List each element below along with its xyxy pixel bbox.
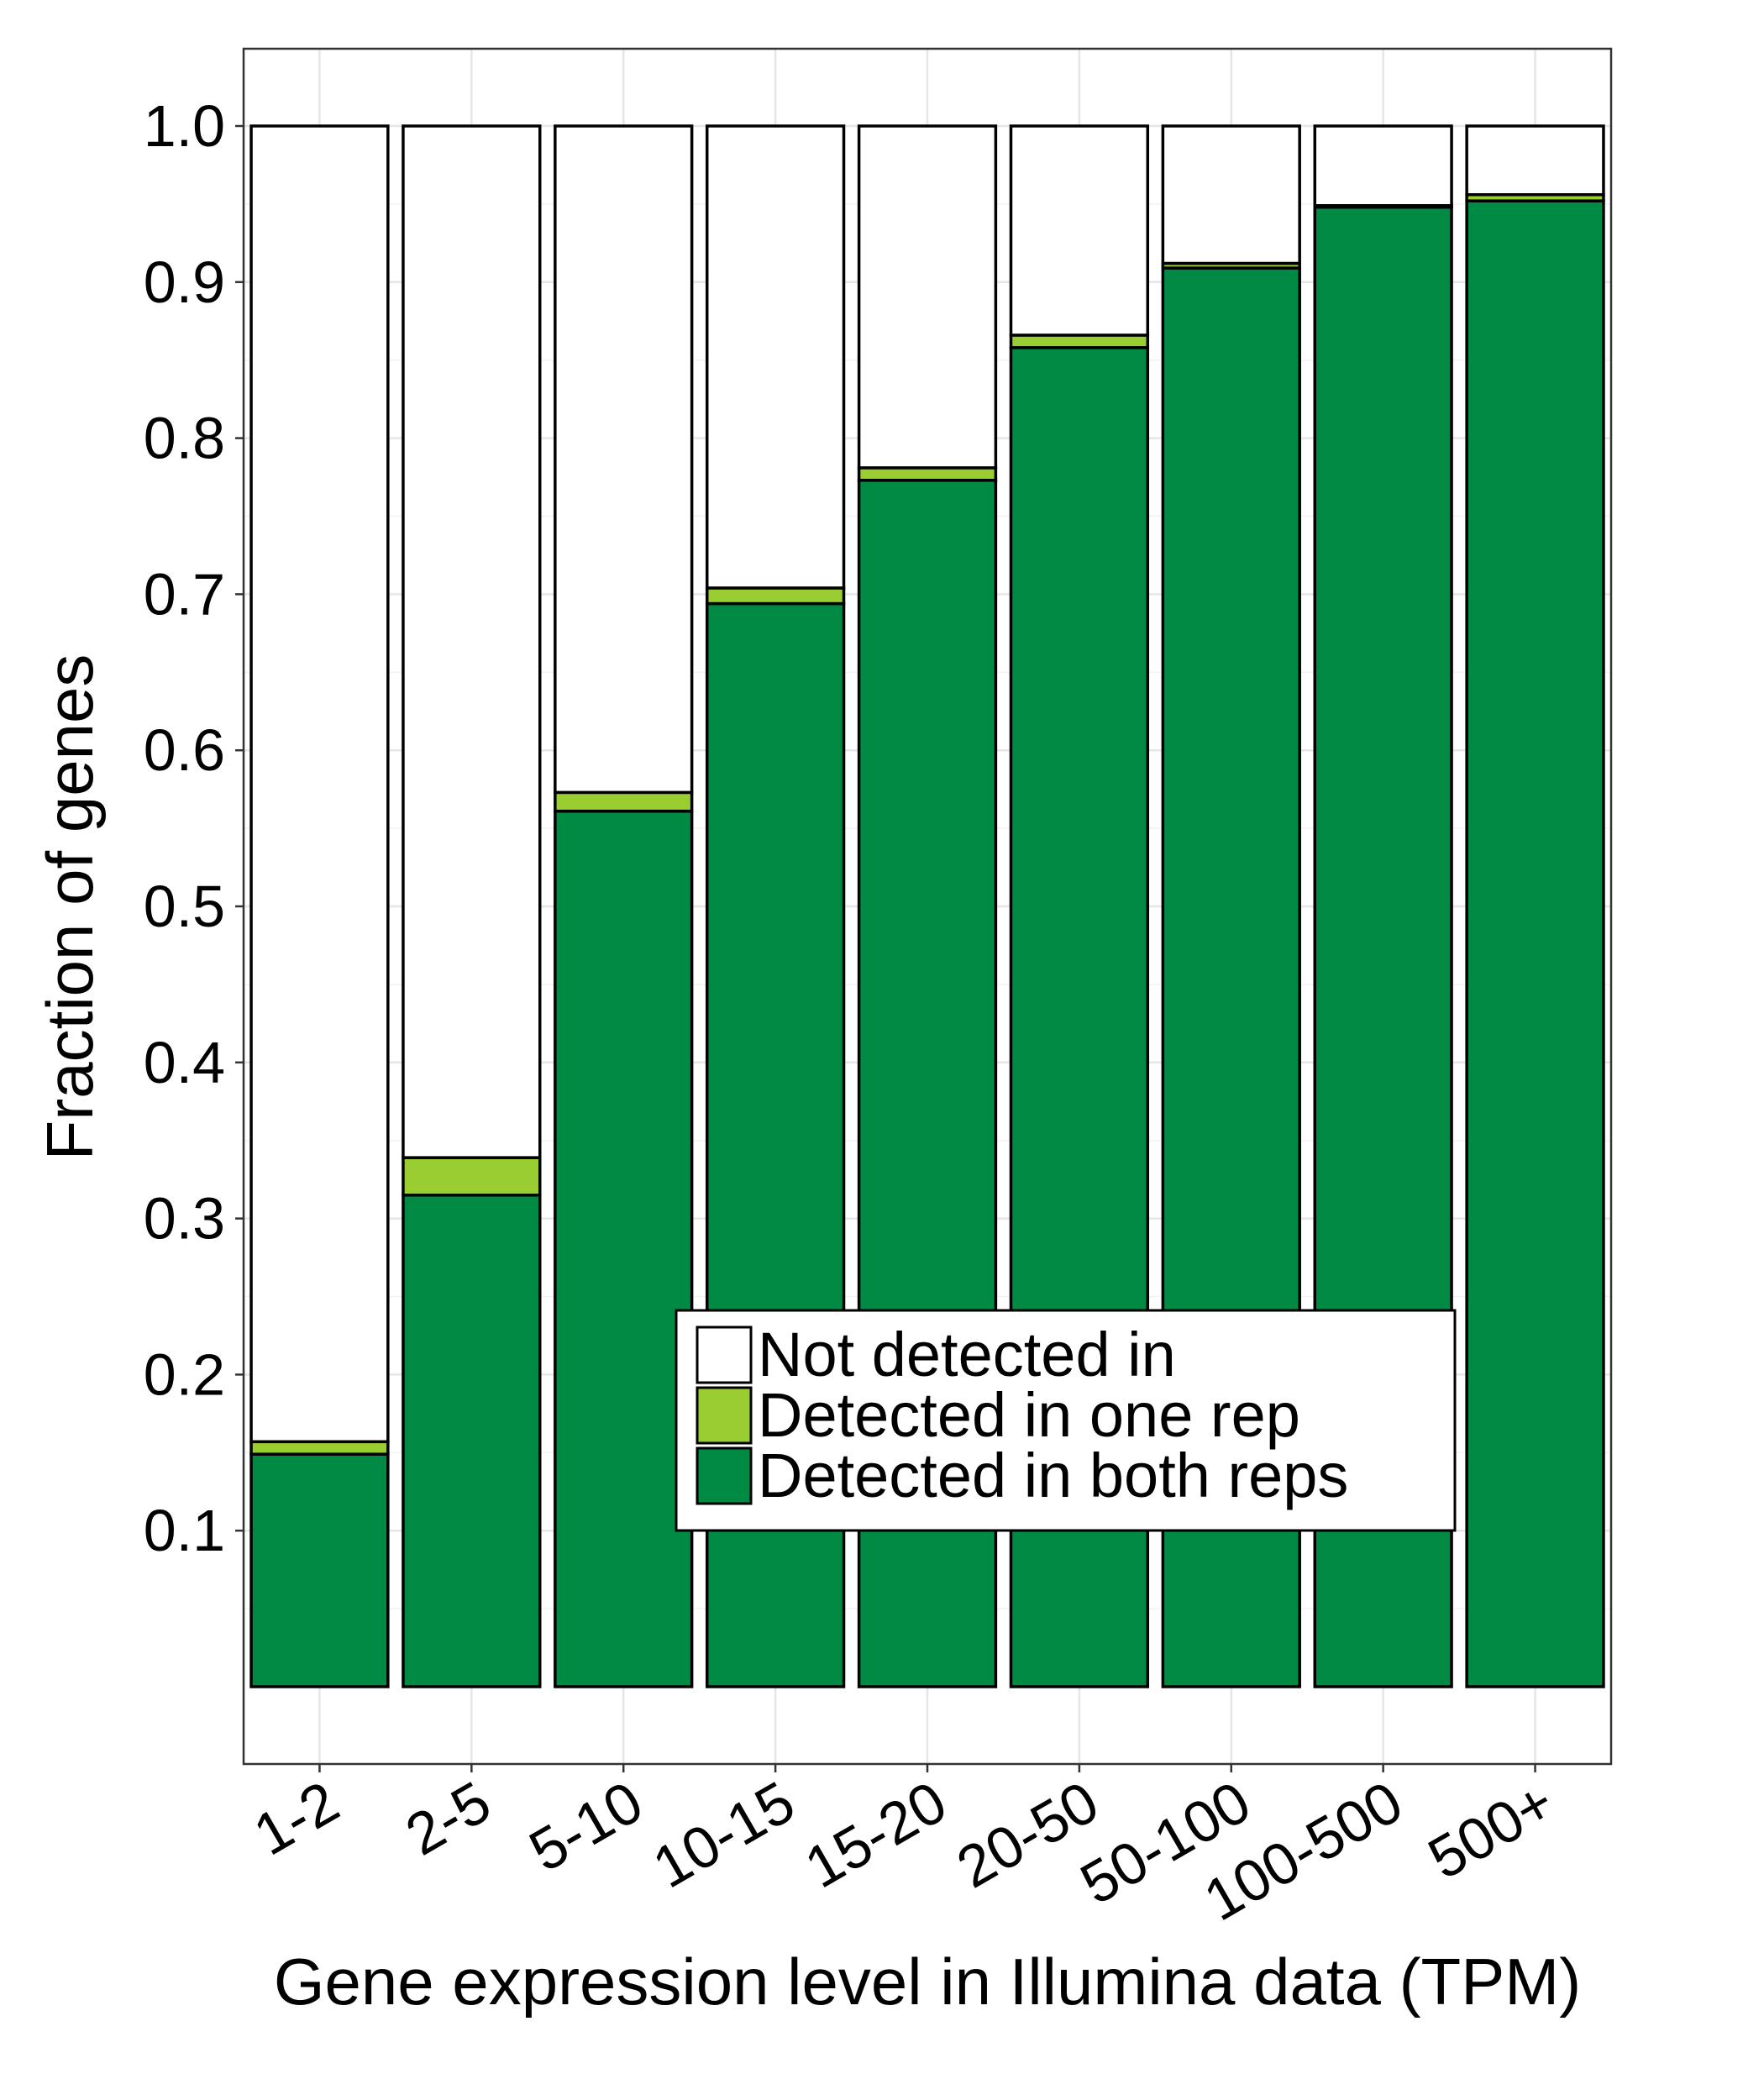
bar-segment-500--not-detected-in: [1465, 124, 1605, 197]
legend-key-detected-in-both-reps: [696, 1446, 753, 1505]
y-tick-label: 0.2: [144, 1341, 225, 1407]
y-tick-label: 0.3: [144, 1186, 225, 1252]
bar-segment-10-15-not-detected-in: [705, 124, 846, 590]
y-tick-label: 0.5: [144, 874, 225, 939]
bar-segment-500--detected-in-both-reps: [1465, 199, 1605, 1688]
y-tick-label: 0.4: [144, 1030, 225, 1095]
y-tick-label: 0.6: [144, 717, 225, 783]
bar-segment-1-2-detected-in-both-reps: [249, 1452, 390, 1688]
bar-segment-20-50-not-detected-in: [1009, 124, 1150, 337]
legend-key-not-detected-in: [696, 1326, 753, 1384]
bar-segment-15-20-not-detected-in: [857, 124, 998, 470]
y-axis-title: Fraction of genes: [33, 654, 107, 1161]
y-tick-label: 1.0: [144, 93, 225, 159]
legend-label-not-detected-in: Not detected in: [758, 1320, 1176, 1389]
bar-segment-2-5-not-detected-in: [402, 124, 542, 1159]
legend-box: [675, 1309, 1457, 1532]
bar-segment-5-10-not-detected-in: [554, 124, 694, 795]
y-tick-label: 0.7: [144, 561, 225, 627]
y-tick-label: 0.8: [144, 406, 225, 471]
bar-segment-5-10-detected-in-one-rep: [554, 790, 694, 813]
bar-segment-1-2-not-detected-in: [249, 124, 390, 1444]
legend-key-detected-in-one-rep: [696, 1386, 753, 1445]
bar-segment-10-15-detected-in-one-rep: [705, 586, 846, 606]
y-axis: 0.1 0.2 0.3 0.4 0.5 0.6 0.7 0.8 0.9 1.0: [144, 93, 244, 1563]
bar-segment-100-500-not-detected-in: [1313, 124, 1453, 207]
y-tick-label: 0.1: [144, 1498, 225, 1563]
y-tick-label: 0.9: [144, 249, 225, 315]
bar-segment-2-5-detected-in-one-rep: [402, 1156, 542, 1197]
bar-segment-5-10-detected-in-both-reps: [554, 809, 694, 1688]
bar-segment-20-50-detected-in-one-rep: [1009, 333, 1150, 349]
bar-segment-15-20-detected-in-one-rep: [857, 466, 998, 482]
bar-segment-2-5-detected-in-both-reps: [402, 1193, 542, 1688]
legend-label-detected-in-both-reps: Detected in both reps: [758, 1441, 1348, 1510]
bar-segment-50-100-not-detected-in: [1161, 124, 1301, 265]
x-axis-title: Gene expression level in Illumina data (…: [274, 1945, 1581, 2019]
legend-label-detected-in-one-rep: Detected in one rep: [758, 1380, 1300, 1450]
bar-segment-1-2-detected-in-one-rep: [249, 1440, 390, 1456]
